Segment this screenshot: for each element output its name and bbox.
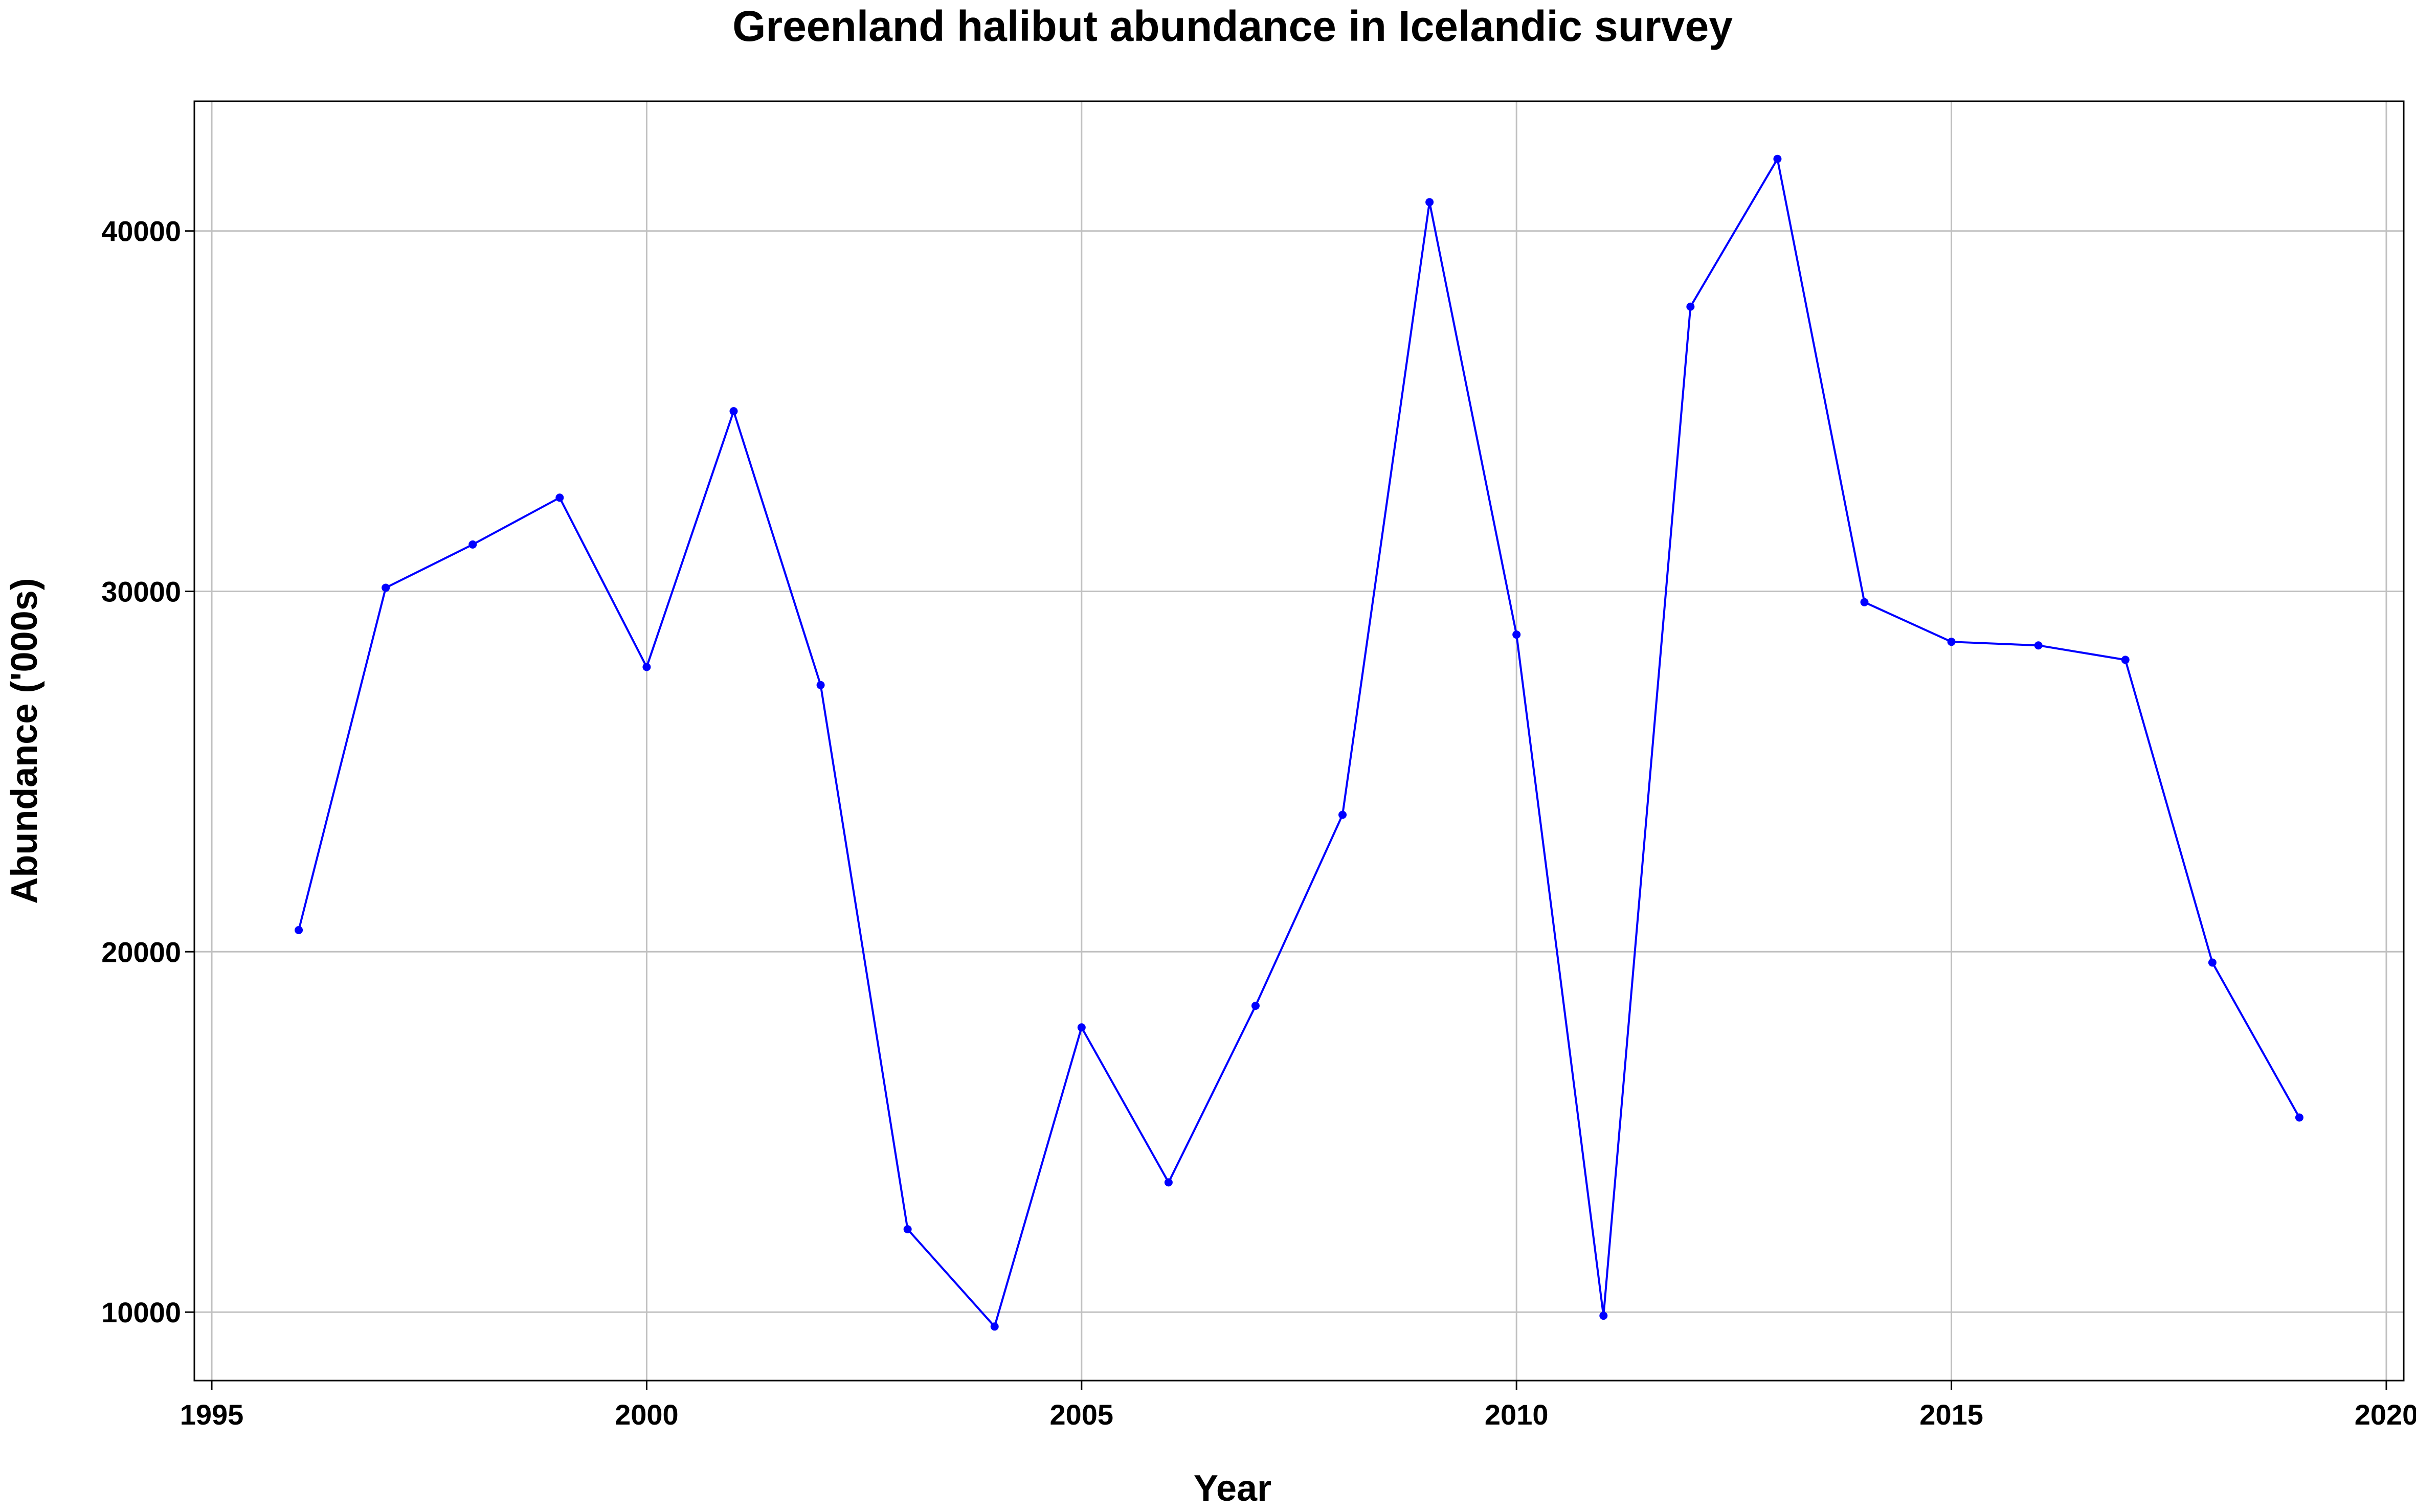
plot-area-frame <box>193 100 2405 1382</box>
x-tick-label: 2000 <box>615 1398 679 1431</box>
data-point <box>2121 656 2130 664</box>
data-point <box>990 1322 999 1331</box>
y-tick-label: 40000 <box>101 215 181 247</box>
data-point <box>295 926 303 935</box>
x-tick-label: 2020 <box>2355 1398 2416 1431</box>
data-point <box>1512 630 1521 639</box>
data-point <box>382 583 390 592</box>
x-tick-label: 2010 <box>1485 1398 1549 1431</box>
data-point <box>1338 810 1347 819</box>
data-point <box>468 540 477 549</box>
chart-title: Greenland halibut abundance in Icelandic… <box>732 2 1733 50</box>
data-point <box>2208 958 2217 967</box>
data-point <box>1425 198 1434 207</box>
data-point <box>642 663 651 671</box>
series-line <box>298 156 2300 1329</box>
data-point <box>903 1225 912 1233</box>
x-tick-label: 2015 <box>1919 1398 1983 1431</box>
data-point <box>1773 154 1782 163</box>
y-axis-label: Abundance ('000s) <box>4 578 45 904</box>
data-point <box>1599 1312 1608 1320</box>
x-tick-label: 2005 <box>1050 1398 1114 1431</box>
data-point <box>1164 1178 1173 1187</box>
y-tick-label: 20000 <box>101 936 181 968</box>
data-point <box>816 681 825 689</box>
data-point <box>1077 1023 1086 1032</box>
data-point <box>2295 1113 2303 1122</box>
x-axis-label: Year <box>1194 1468 1271 1509</box>
data-point <box>1947 638 1956 646</box>
y-tick-label: 10000 <box>101 1296 181 1328</box>
data-point <box>1251 1002 1260 1010</box>
data-point <box>1860 598 1869 606</box>
data-point <box>729 407 738 416</box>
y-tick-label: 30000 <box>101 576 181 608</box>
data-point <box>1686 302 1695 311</box>
x-tick-label: 1995 <box>180 1398 244 1431</box>
data-point <box>2034 641 2043 650</box>
data-point <box>555 493 564 502</box>
